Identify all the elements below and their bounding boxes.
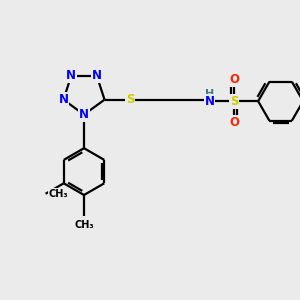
- Text: CH₃: CH₃: [74, 220, 94, 230]
- Text: H: H: [205, 89, 214, 99]
- Text: N: N: [66, 69, 76, 82]
- Text: O: O: [229, 116, 239, 129]
- Text: O: O: [229, 73, 239, 86]
- Text: N: N: [205, 95, 214, 108]
- Text: N: N: [58, 93, 68, 106]
- Text: CH₃: CH₃: [49, 189, 68, 199]
- Text: S: S: [126, 93, 134, 106]
- Text: S: S: [230, 95, 239, 108]
- Text: N: N: [92, 69, 102, 82]
- Text: N: N: [79, 108, 89, 121]
